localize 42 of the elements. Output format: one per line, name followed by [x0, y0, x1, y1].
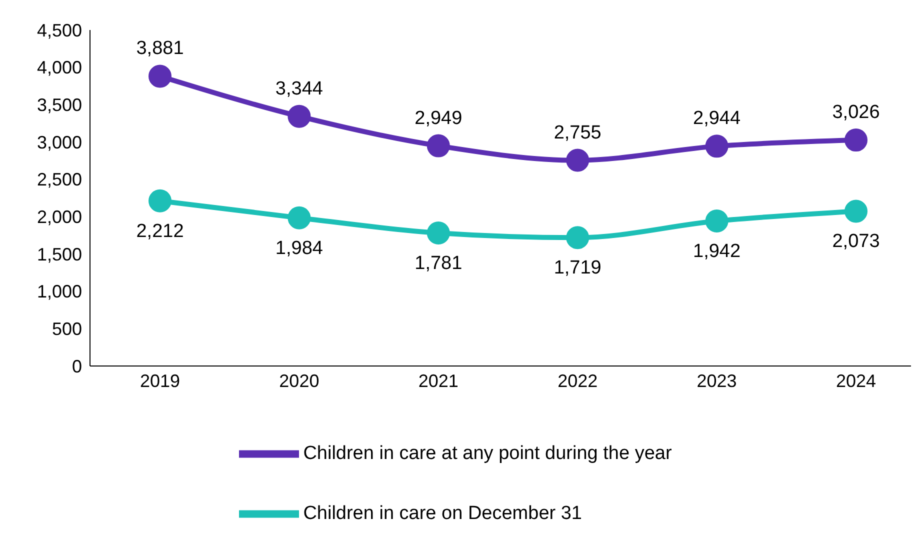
x-tick-label: 2021 — [418, 370, 458, 391]
y-tick-label: 3,000 — [36, 132, 82, 152]
data-label: 2,755 — [554, 122, 602, 144]
point — [426, 222, 450, 245]
data-label: 1,719 — [554, 258, 602, 279]
y-tick-label: 1,000 — [36, 282, 82, 302]
point — [705, 209, 728, 232]
y-tick-label: 1,500 — [36, 244, 82, 264]
point — [426, 134, 450, 158]
data-label: 3,344 — [275, 78, 324, 100]
point — [566, 226, 590, 250]
x-tick-label: 2023 — [696, 370, 737, 391]
point — [288, 206, 311, 230]
data-label: 2,212 — [136, 220, 184, 242]
point — [844, 200, 868, 223]
point — [288, 104, 311, 128]
data-label: 1,942 — [693, 240, 741, 262]
x-tick-label: 2019 — [140, 370, 180, 391]
data-label: 1,781 — [414, 253, 462, 274]
data-label: 2,949 — [414, 108, 462, 129]
data-label: 2,073 — [832, 231, 880, 252]
point — [844, 128, 868, 152]
y-tick-label: 4,000 — [36, 58, 82, 78]
point — [566, 148, 590, 172]
y-tick-label: 500 — [52, 319, 82, 340]
data-label: 3,881 — [136, 38, 184, 60]
x-tick-label: 2022 — [558, 370, 598, 391]
legend-label: Children in care on December 31 — [303, 503, 582, 524]
data-label: 2,944 — [693, 108, 742, 130]
point — [148, 64, 172, 88]
point — [705, 134, 728, 158]
x-tick-label: 2024 — [836, 370, 876, 391]
data-label: 3,026 — [832, 102, 880, 124]
y-tick-label: 2,000 — [36, 207, 82, 228]
y-tick-label: 4,500 — [36, 20, 82, 40]
y-tick-label: 2,500 — [36, 170, 82, 190]
y-tick-label: 3,500 — [36, 95, 82, 116]
x-tick-label: 2020 — [279, 370, 320, 391]
y-tick-label: 0 — [72, 356, 82, 376]
legend-label: Children in care at any point during the year — [303, 443, 672, 464]
point — [148, 189, 172, 212]
data-label: 1,984 — [275, 238, 324, 259]
